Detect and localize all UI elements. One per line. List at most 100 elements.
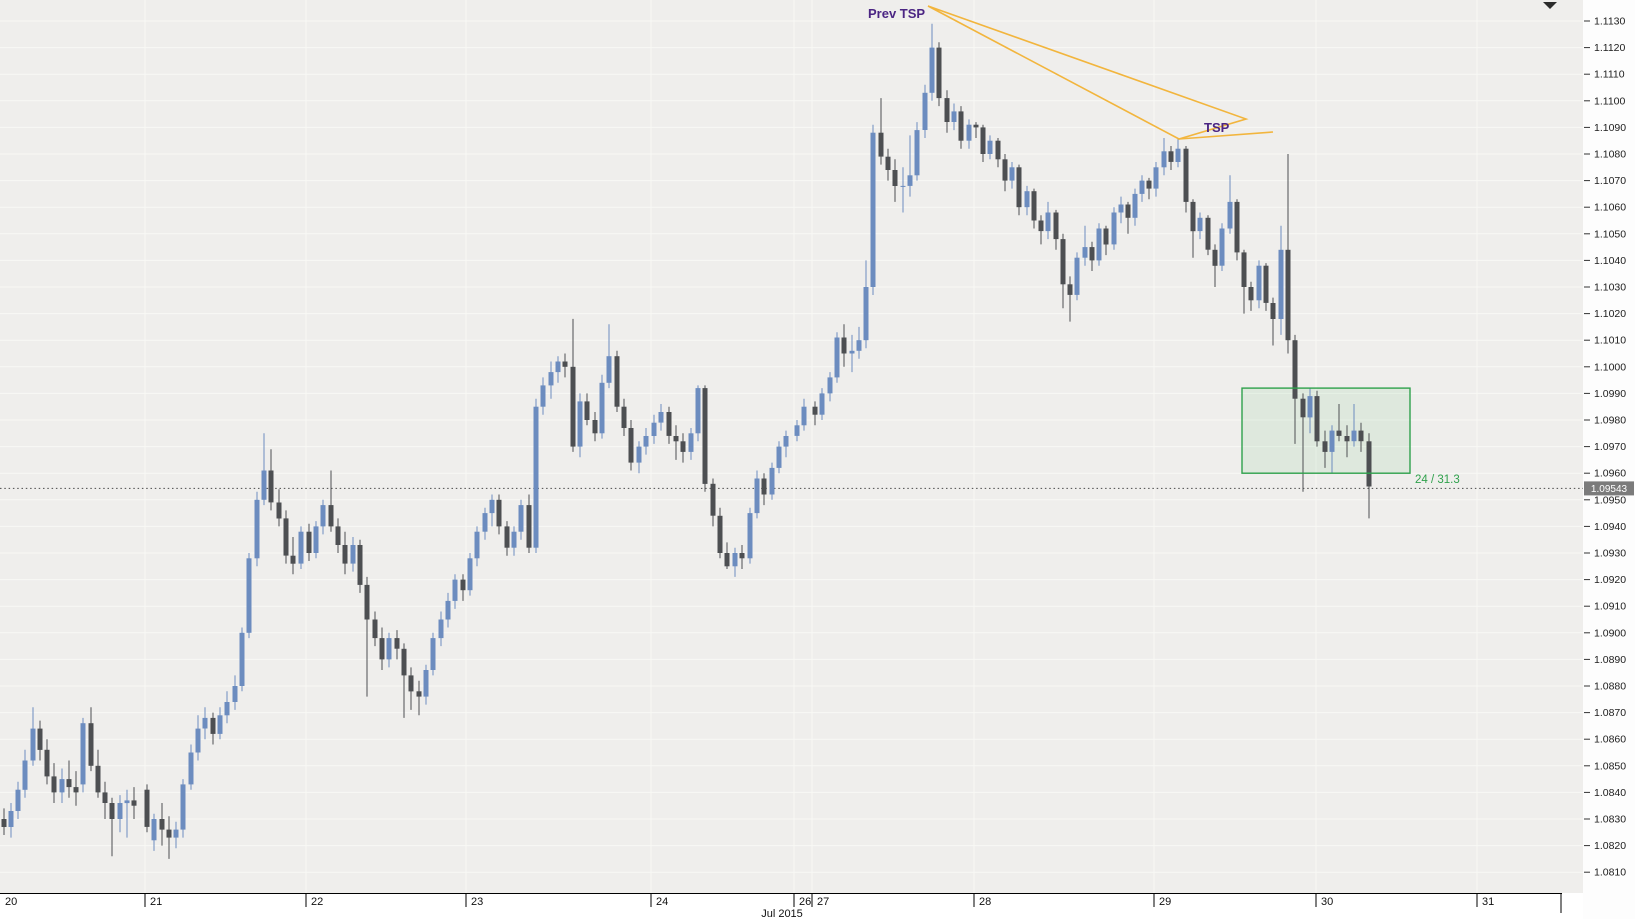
candle bbox=[1351, 404, 1357, 447]
price-tick-label: 1.1120 bbox=[1594, 42, 1625, 54]
time-tick-label: 20 bbox=[5, 896, 17, 908]
price-tick-label: 1.1110 bbox=[1594, 69, 1625, 81]
candlesticks bbox=[1, 23, 1372, 859]
candle bbox=[276, 489, 282, 527]
price-tick-label: 1.1050 bbox=[1594, 228, 1626, 240]
time-tick-label: 27 bbox=[817, 896, 829, 908]
price-tick-label: 1.1070 bbox=[1594, 175, 1626, 187]
candle bbox=[59, 768, 65, 803]
candle bbox=[1285, 154, 1291, 354]
candle bbox=[452, 574, 458, 609]
current-price-badge: 1.09543 bbox=[1584, 481, 1634, 496]
price-tick-label: 1.1090 bbox=[1594, 122, 1626, 134]
candle bbox=[577, 393, 583, 458]
candle bbox=[628, 420, 634, 471]
candle bbox=[445, 592, 451, 628]
candle bbox=[37, 720, 43, 761]
candle bbox=[188, 744, 194, 790]
price-tick-label: 1.0850 bbox=[1594, 760, 1626, 772]
time-tick-label: 21 bbox=[150, 896, 162, 908]
price-tick-label: 1.0980 bbox=[1594, 415, 1626, 427]
time-axis[interactable]: 20 21 22 23 24 26 27 28 29 30 31 bbox=[0, 893, 1583, 919]
candle bbox=[298, 526, 304, 569]
candle bbox=[944, 90, 950, 133]
candle bbox=[102, 781, 108, 819]
candle bbox=[1103, 225, 1109, 256]
candle bbox=[548, 361, 554, 399]
candle bbox=[423, 664, 429, 705]
candle bbox=[651, 414, 657, 444]
price-tick-label: 1.0910 bbox=[1594, 601, 1626, 613]
candle bbox=[754, 470, 760, 519]
candle bbox=[885, 148, 891, 181]
candle bbox=[1256, 260, 1262, 309]
prev-tsp-label[interactable]: Prev TSP bbox=[868, 6, 925, 21]
candle bbox=[1241, 249, 1247, 314]
candle bbox=[1322, 430, 1328, 468]
price-tick-label: 1.0840 bbox=[1594, 787, 1626, 799]
price-tick-label: 1.0880 bbox=[1594, 681, 1626, 693]
candle bbox=[1016, 164, 1022, 216]
candle bbox=[1161, 138, 1167, 176]
candle bbox=[636, 441, 642, 474]
candle bbox=[1031, 188, 1037, 229]
price-tick-label: 1.0810 bbox=[1594, 867, 1626, 879]
candle bbox=[973, 122, 979, 138]
time-tick-label: 24 bbox=[656, 896, 668, 908]
measure-box[interactable] bbox=[1241, 387, 1411, 474]
trend-arrow-triangle bbox=[927, 5, 1249, 140]
candle bbox=[1234, 199, 1240, 261]
price-tick-label: 1.1030 bbox=[1594, 282, 1626, 294]
time-tick-label: 29 bbox=[1159, 896, 1171, 908]
candle bbox=[166, 816, 172, 859]
candle bbox=[151, 813, 157, 851]
candle bbox=[533, 398, 539, 553]
candle bbox=[592, 412, 598, 442]
candle bbox=[929, 23, 935, 101]
candle bbox=[856, 326, 862, 359]
candle bbox=[1146, 177, 1152, 200]
tsp-label[interactable]: TSP bbox=[1204, 120, 1230, 135]
candle bbox=[44, 739, 50, 785]
price-tick-label: 1.1040 bbox=[1594, 255, 1626, 267]
price-tick-label: 1.0960 bbox=[1594, 468, 1626, 480]
candle bbox=[841, 324, 847, 367]
price-tick-label: 1.1080 bbox=[1594, 149, 1626, 161]
candle bbox=[511, 526, 517, 556]
candle bbox=[80, 717, 86, 793]
candle bbox=[320, 499, 326, 535]
candle bbox=[673, 425, 679, 460]
price-tick-label: 1.1020 bbox=[1594, 308, 1626, 320]
candle bbox=[261, 433, 267, 506]
candle bbox=[1344, 425, 1350, 458]
scroll-marker-icon[interactable] bbox=[1543, 2, 1557, 9]
candle bbox=[1096, 223, 1102, 266]
candle bbox=[290, 537, 296, 575]
candle bbox=[124, 789, 130, 838]
price-tick-label: 1.0830 bbox=[1594, 814, 1626, 826]
candle bbox=[306, 523, 312, 561]
candle bbox=[849, 334, 855, 373]
candle bbox=[980, 124, 986, 162]
candle bbox=[540, 377, 546, 415]
candle bbox=[1168, 146, 1174, 170]
trend-arrow[interactable] bbox=[927, 5, 1274, 140]
candle bbox=[1045, 201, 1051, 240]
candle bbox=[66, 760, 72, 798]
candle bbox=[900, 167, 906, 213]
candle bbox=[695, 385, 701, 442]
price-axis[interactable]: 1.1130 1.1120 1.1110 1.1100 1.1090 1.1080 1.10… bbox=[1583, 0, 1635, 919]
candle bbox=[1263, 263, 1269, 311]
candle bbox=[1125, 201, 1131, 234]
price-tick-label: 1.1060 bbox=[1594, 202, 1626, 214]
candle bbox=[202, 707, 208, 740]
candle bbox=[482, 507, 488, 540]
candle bbox=[1053, 209, 1059, 250]
candle bbox=[342, 531, 348, 575]
candle bbox=[357, 539, 363, 593]
candle bbox=[88, 707, 94, 772]
candle bbox=[180, 779, 186, 838]
price-tick-label: 1.1000 bbox=[1594, 361, 1626, 373]
